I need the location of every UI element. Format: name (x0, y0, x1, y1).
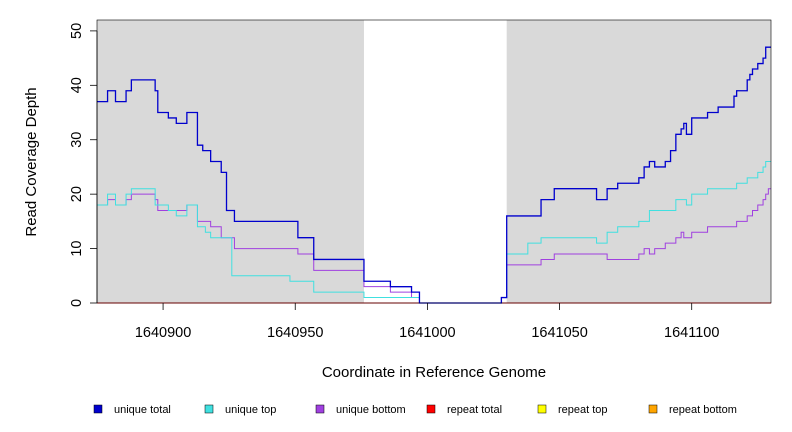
legend-swatch (93, 404, 103, 414)
legend-label: unique bottom (336, 404, 406, 416)
legend-label: repeat total (447, 404, 502, 416)
legend-label: unique total (114, 404, 171, 416)
legend-swatch (426, 404, 436, 414)
legend-label: unique top (225, 404, 276, 416)
x-tick-label: 1640900 (135, 325, 191, 341)
x-tick-label: 1641000 (399, 325, 455, 341)
series-line-unique-total (97, 46, 771, 304)
legend-swatch (648, 404, 658, 414)
y-tick-label: 0 (69, 299, 85, 307)
y-tick-label: 40 (69, 77, 85, 93)
x-axis-title: Coordinate in Reference Genome (322, 364, 546, 381)
y-axis: 0 10 20 30 40 50 (69, 23, 98, 307)
legend-label: repeat bottom (669, 404, 737, 416)
shaded-region (97, 20, 364, 303)
legend: unique total unique top unique bottom repea… (93, 404, 737, 416)
y-tick-label: 50 (69, 23, 85, 39)
y-tick-label: 30 (69, 132, 85, 148)
x-tick-label: 1640950 (267, 325, 323, 341)
x-axis: 1640900 1640950 1641000 1641050 1641100 (135, 303, 719, 341)
legend-swatch (315, 404, 325, 414)
x-tick-label: 1641050 (531, 325, 587, 341)
plot-background-layer (97, 20, 771, 303)
x-tick-label: 1641100 (664, 325, 719, 341)
y-tick-label: 20 (69, 186, 85, 202)
y-axis-title: Read Coverage Depth (23, 87, 40, 236)
legend-label: repeat top (558, 404, 608, 416)
y-tick-label: 10 (69, 241, 85, 257)
shaded-region (506, 20, 771, 303)
legend-swatch (204, 404, 214, 414)
legend-swatch (537, 404, 547, 414)
